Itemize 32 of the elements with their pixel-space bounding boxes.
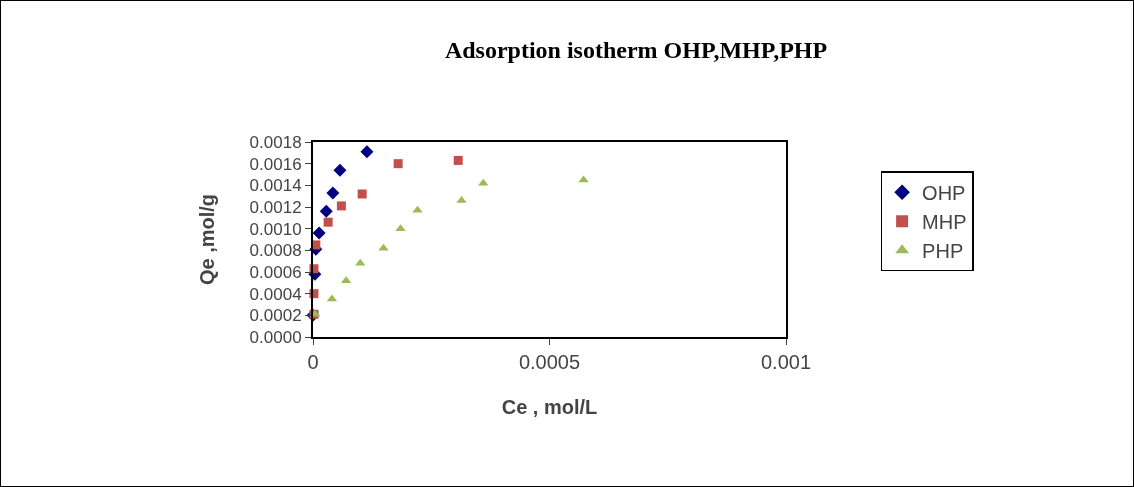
y-tick-label: 0.0008 bbox=[249, 241, 302, 261]
point bbox=[412, 205, 423, 213]
point bbox=[357, 189, 367, 199]
x-tick-label: 0 bbox=[307, 351, 319, 373]
y-tick-label: 0.0012 bbox=[249, 197, 302, 217]
point bbox=[393, 159, 403, 169]
legend-label: MHP bbox=[922, 211, 967, 234]
legend-label: OHP bbox=[922, 182, 966, 205]
y-tick-label: 0.0010 bbox=[249, 219, 302, 239]
y-tick-label: 0.0002 bbox=[249, 306, 302, 326]
point bbox=[355, 258, 366, 266]
x-tick-label: 0.001 bbox=[760, 351, 812, 373]
point bbox=[578, 175, 589, 183]
point bbox=[360, 145, 374, 159]
chart-title: Adsorption isotherm OHP,MHP,PHP bbox=[444, 37, 828, 64]
x-axis-title: Ce , mol/L bbox=[501, 396, 598, 418]
x-tick-label: 0.0005 bbox=[518, 351, 581, 373]
point bbox=[333, 163, 347, 177]
point bbox=[319, 204, 333, 218]
y-tick-label: 0.0004 bbox=[249, 284, 302, 304]
y-tick-label: 0.0006 bbox=[249, 262, 302, 282]
point bbox=[323, 217, 333, 227]
y-tick-label: 0.0018 bbox=[249, 132, 302, 152]
y-tick-label: 0.0016 bbox=[249, 154, 302, 174]
y-tick-label: 0.0000 bbox=[249, 327, 302, 347]
y-tick-label: 0.0014 bbox=[249, 176, 302, 196]
y-axis-title: Qe ,mol/g bbox=[195, 193, 218, 286]
legend-label: PHP bbox=[922, 240, 964, 263]
point bbox=[336, 201, 346, 211]
point bbox=[453, 155, 463, 165]
point bbox=[312, 226, 326, 240]
point bbox=[326, 186, 340, 200]
